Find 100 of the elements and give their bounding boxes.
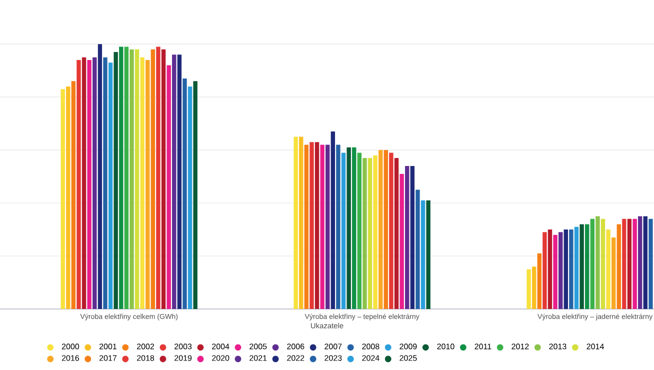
bar bbox=[124, 46, 129, 309]
bar bbox=[82, 57, 86, 309]
bar bbox=[580, 224, 584, 309]
legend-label: 2023 bbox=[324, 355, 342, 361]
bar bbox=[616, 224, 621, 309]
bar bbox=[612, 237, 616, 309]
legend-label: 2016 bbox=[62, 355, 79, 361]
bar bbox=[299, 136, 304, 309]
bar bbox=[310, 142, 314, 309]
bar bbox=[294, 136, 298, 309]
bar bbox=[638, 216, 642, 309]
bar bbox=[304, 144, 309, 309]
legend-label: 2017 bbox=[99, 355, 116, 361]
bar bbox=[368, 158, 372, 309]
bar bbox=[166, 65, 171, 309]
bar bbox=[161, 49, 166, 309]
bar bbox=[357, 152, 362, 309]
bar bbox=[172, 54, 176, 309]
bar bbox=[632, 218, 637, 309]
bar bbox=[76, 60, 81, 309]
bar bbox=[389, 152, 394, 309]
legend-label: 2005 bbox=[250, 344, 267, 350]
legend-label: 2022 bbox=[287, 355, 304, 361]
bar bbox=[150, 49, 156, 309]
bar bbox=[98, 44, 102, 309]
legend-label: 2025 bbox=[400, 355, 417, 361]
bar bbox=[627, 218, 632, 309]
bar bbox=[558, 232, 563, 309]
bar bbox=[532, 266, 536, 309]
bar bbox=[346, 147, 351, 309]
bar bbox=[114, 52, 118, 309]
bar bbox=[66, 86, 70, 309]
legend-label: 2019 bbox=[174, 355, 192, 361]
bar bbox=[378, 150, 383, 309]
bar bbox=[416, 190, 420, 309]
bar bbox=[590, 218, 594, 309]
bar bbox=[600, 218, 606, 309]
bar bbox=[108, 62, 113, 309]
bar bbox=[400, 174, 404, 309]
legend-label: 2014 bbox=[586, 344, 604, 350]
bar bbox=[330, 132, 336, 309]
bar bbox=[182, 78, 187, 309]
bar bbox=[410, 166, 415, 309]
bar bbox=[564, 230, 568, 309]
legend-label: 2010 bbox=[437, 344, 454, 350]
bar bbox=[71, 81, 76, 309]
bar bbox=[542, 232, 547, 309]
bar bbox=[606, 230, 610, 309]
bar bbox=[314, 142, 320, 309]
bar bbox=[140, 57, 144, 309]
legend-label: 2007 bbox=[324, 344, 342, 350]
bar bbox=[60, 89, 65, 309]
legend-label: 2012 bbox=[512, 344, 529, 350]
bar bbox=[596, 216, 600, 309]
bar bbox=[420, 200, 426, 309]
legend-label: 2013 bbox=[549, 344, 566, 350]
bar bbox=[537, 253, 542, 309]
bar bbox=[574, 226, 579, 309]
bar bbox=[119, 46, 124, 309]
bar bbox=[103, 57, 108, 309]
bar bbox=[362, 158, 367, 309]
bar bbox=[193, 81, 198, 309]
legend-label: 2003 bbox=[174, 344, 192, 350]
bar bbox=[134, 49, 140, 309]
bar bbox=[92, 57, 97, 309]
legend-label: 2021 bbox=[250, 355, 267, 361]
bar bbox=[569, 230, 574, 309]
bar bbox=[352, 147, 356, 309]
bar bbox=[426, 200, 430, 309]
bar bbox=[341, 152, 346, 309]
legend-label: 2018 bbox=[137, 355, 154, 361]
bar bbox=[643, 216, 648, 309]
bar bbox=[622, 218, 626, 309]
legend-label: 2009 bbox=[400, 344, 417, 350]
legend-label: 2006 bbox=[287, 344, 304, 350]
bar bbox=[548, 230, 552, 309]
legend-label: 2008 bbox=[362, 344, 380, 350]
legend-label: 2002 bbox=[137, 344, 154, 350]
bar bbox=[146, 60, 150, 309]
bar bbox=[326, 144, 330, 309]
legend-label: 2000 bbox=[62, 344, 80, 350]
bar bbox=[156, 46, 160, 309]
bar bbox=[188, 86, 192, 309]
bar bbox=[394, 158, 399, 309]
bar bbox=[648, 218, 653, 309]
bar bbox=[585, 224, 590, 309]
bar bbox=[405, 166, 410, 309]
legend-label: 2011 bbox=[474, 344, 492, 350]
bar bbox=[373, 155, 378, 309]
bar bbox=[130, 49, 134, 309]
bar bbox=[526, 269, 531, 309]
legend-label: 2024 bbox=[362, 355, 380, 361]
legend-label: 2020 bbox=[212, 355, 230, 361]
bar bbox=[336, 144, 340, 309]
bar bbox=[177, 54, 182, 309]
bar bbox=[320, 144, 324, 309]
bar bbox=[384, 150, 388, 309]
legend-label: 2001 bbox=[99, 344, 116, 350]
bar bbox=[553, 234, 558, 309]
bar bbox=[87, 60, 92, 309]
